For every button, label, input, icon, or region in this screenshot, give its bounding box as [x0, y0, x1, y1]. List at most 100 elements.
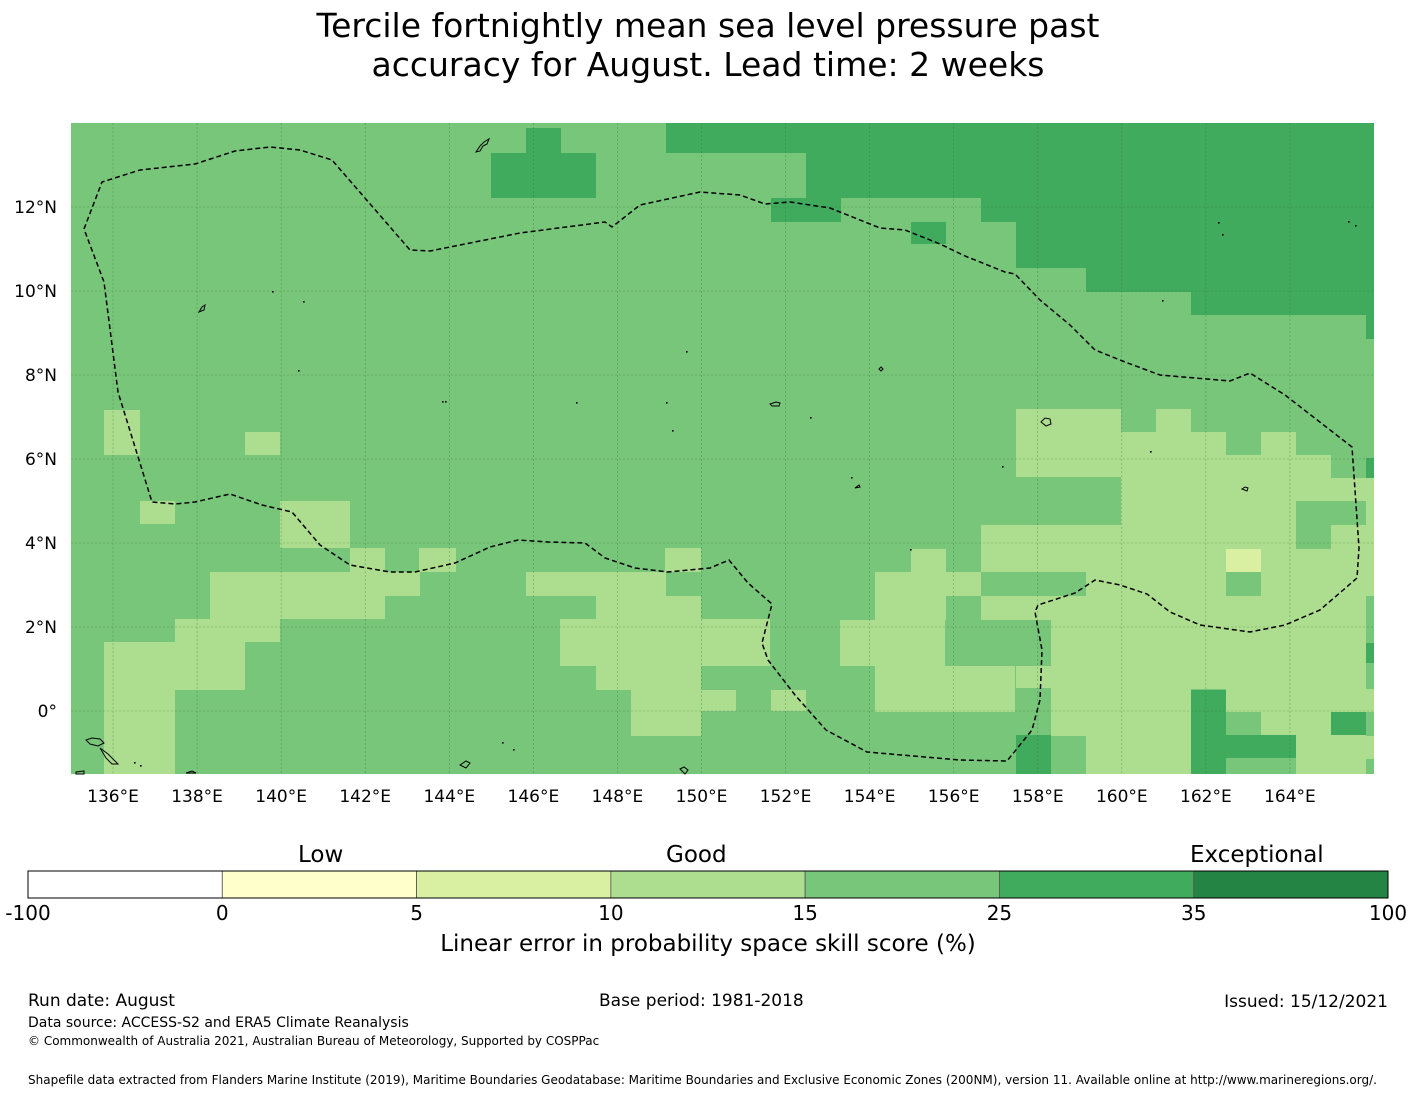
island-dot	[272, 291, 274, 293]
score-cell	[1051, 689, 1191, 736]
score-cell	[560, 619, 770, 666]
island-dot	[910, 549, 912, 551]
island-dot	[1355, 225, 1357, 227]
score-cell	[701, 690, 736, 711]
colorbar-segment	[999, 870, 1195, 899]
colorbar-segment	[27, 870, 223, 899]
colorbar-tick-label: 5	[410, 901, 423, 925]
score-cell	[1366, 501, 1374, 525]
lon-tick-label: 142°E	[339, 787, 391, 807]
island-outline	[185, 770, 197, 774]
colorbar-segment	[416, 870, 612, 899]
island-outline	[1240, 486, 1249, 492]
island-dot	[140, 765, 142, 767]
base-period: Base period: 1981-2018	[599, 991, 804, 1011]
grid-cells	[71, 123, 1374, 774]
island-outline	[679, 766, 689, 775]
score-cell	[385, 572, 420, 596]
graticule	[71, 123, 1374, 774]
colorbar-tick-label: 25	[987, 901, 1012, 925]
island-dot	[851, 477, 853, 479]
score-cell	[1226, 549, 1261, 572]
island-outline	[878, 366, 884, 372]
colorbar-tick-label: 10	[598, 901, 623, 925]
score-cell	[1366, 736, 1374, 759]
score-cell	[175, 619, 280, 642]
score-cell	[1226, 735, 1296, 758]
legend-category-exceptional: Exceptional	[1190, 842, 1324, 868]
issued-date: Issued: 15/12/2021	[1224, 992, 1388, 1012]
score-cell	[1121, 501, 1296, 549]
island-dot	[666, 402, 668, 404]
eez-boundary	[83, 146, 1360, 762]
lat-tick-label: 8°N	[25, 366, 57, 386]
island-dot	[513, 749, 515, 751]
chart-title: Tercile fortnightly mean sea level press…	[0, 6, 1416, 84]
run-date: Run date: August	[28, 991, 175, 1011]
lat-tick-label: 12°N	[14, 198, 57, 218]
score-cell	[1296, 735, 1366, 774]
score-cell	[666, 123, 1374, 153]
island-outline	[85, 737, 105, 747]
lat-tick-label: 2°N	[25, 618, 57, 638]
score-cell	[1331, 478, 1374, 501]
score-cell	[596, 596, 701, 620]
score-cell	[210, 572, 385, 619]
score-cell	[1226, 689, 1374, 712]
score-cell	[1086, 432, 1226, 455]
score-cell	[1366, 458, 1374, 478]
colorbar-tick-label: 0	[216, 901, 229, 925]
score-cell	[771, 690, 806, 711]
island-outline	[769, 401, 781, 407]
legend-category-low: Low	[298, 842, 344, 868]
island-dot	[576, 402, 578, 404]
island-dot	[686, 351, 688, 353]
lon-tick-label: 152°E	[760, 787, 812, 807]
colorbar-segment	[221, 870, 417, 899]
score-cell	[1086, 549, 1226, 596]
score-cell	[631, 690, 701, 736]
lon-tick-label: 164°E	[1264, 787, 1316, 807]
score-cell	[1296, 455, 1331, 501]
island-outline	[474, 137, 491, 153]
data-source: Data source: ACCESS-S2 and ERA5 Climate …	[28, 1015, 409, 1031]
score-cell	[1261, 549, 1374, 596]
score-cell	[104, 410, 140, 455]
lat-tick-label: 4°N	[25, 534, 57, 554]
island-dot	[134, 762, 136, 764]
island-dot	[1218, 222, 1220, 224]
island-outline	[854, 484, 861, 489]
score-cell	[1331, 712, 1366, 735]
score-cell	[1156, 409, 1191, 432]
colorbar-tick-label: 100	[1369, 901, 1407, 925]
score-cell	[665, 548, 701, 572]
score-cell	[140, 501, 175, 524]
colorbar-tick-label: 35	[1181, 901, 1206, 925]
score-cell	[875, 666, 1015, 712]
islands	[75, 137, 1357, 775]
score-cell	[981, 198, 1374, 222]
island-dot	[1150, 451, 1152, 453]
lat-tick-labels: 12°N 10°N 8°N 6°N 4°N 2°N 0°	[14, 198, 57, 722]
score-cell	[1016, 735, 1051, 774]
lon-tick-label: 138°E	[171, 787, 223, 807]
island-outline	[197, 303, 206, 314]
island-dot	[502, 742, 504, 744]
colorbar-segment	[1193, 870, 1389, 899]
lon-tick-label: 144°E	[423, 787, 475, 807]
score-cell	[911, 549, 946, 573]
score-cell	[1191, 690, 1226, 774]
score-cell	[1016, 666, 1051, 688]
score-cell	[491, 153, 596, 198]
lon-tick-label: 154°E	[844, 787, 896, 807]
island-dot	[1002, 466, 1004, 468]
score-cell	[875, 572, 946, 620]
title-line-1: Tercile fortnightly mean sea level press…	[316, 6, 1100, 45]
score-cell	[1086, 268, 1374, 292]
lat-tick-label: 0°	[38, 702, 57, 722]
score-cell	[419, 548, 456, 572]
island-dot	[303, 301, 305, 303]
lon-tick-label: 162°E	[1180, 787, 1232, 807]
colorbar-border	[27, 870, 1389, 899]
